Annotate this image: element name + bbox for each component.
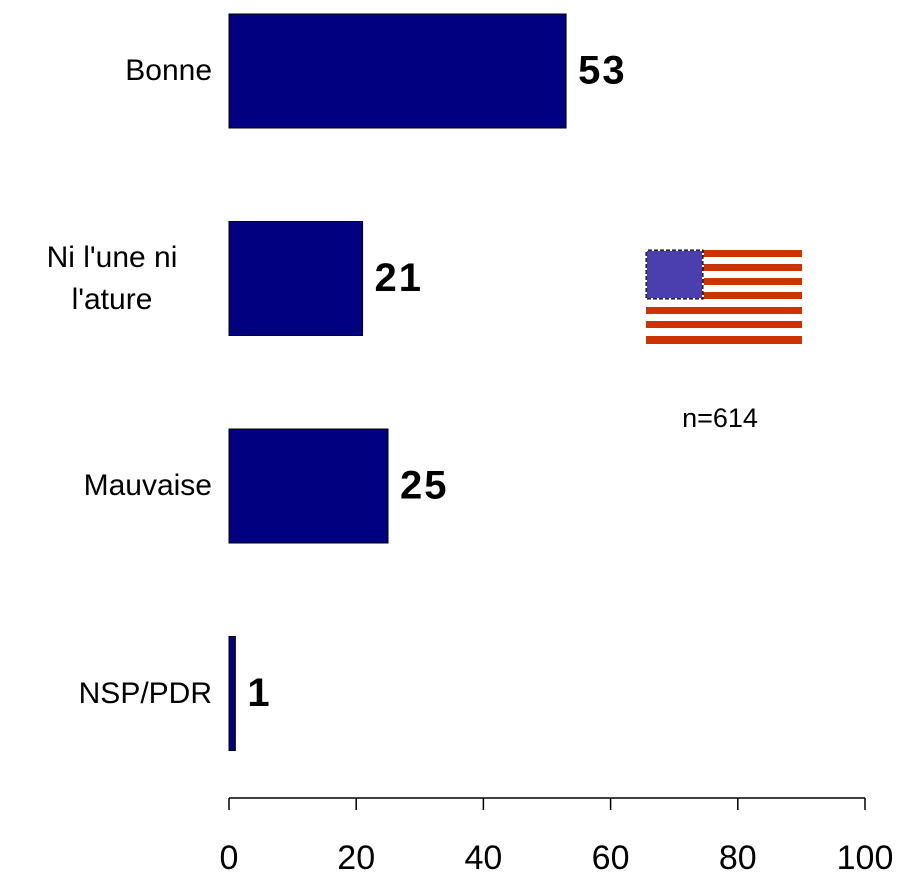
value-label: 53 xyxy=(578,49,627,93)
flag xyxy=(645,249,802,344)
y-tick-label: NSP/PDR xyxy=(78,676,212,710)
category-label-box: Ni l'une ni l'ature xyxy=(12,237,212,321)
x-tick-label: 40 xyxy=(464,839,502,877)
x-tick-label: 80 xyxy=(719,839,757,877)
bar xyxy=(228,221,364,336)
x-tick-label: 60 xyxy=(592,839,630,877)
value-label: 25 xyxy=(400,464,449,508)
category-label-box: Mauvaise xyxy=(84,465,212,507)
x-tick-label: 0 xyxy=(220,839,239,877)
y-tick-label: Mauvaise xyxy=(83,469,212,502)
bar xyxy=(228,428,389,544)
value-label: 1 xyxy=(247,671,271,715)
category-label-box: NSP/PDR xyxy=(79,673,212,715)
x-tick-label: 100 xyxy=(837,839,894,877)
bar xyxy=(228,13,567,129)
x-tick-label: 20 xyxy=(337,839,375,877)
y-tick-label: Ni l'une ni l'ature xyxy=(46,240,178,316)
value-label: 21 xyxy=(375,256,424,300)
category-label-box: Bonne xyxy=(125,50,212,92)
bar xyxy=(228,636,236,751)
y-tick-label: Bonne xyxy=(125,54,212,87)
annotation: n=614 xyxy=(682,403,758,433)
